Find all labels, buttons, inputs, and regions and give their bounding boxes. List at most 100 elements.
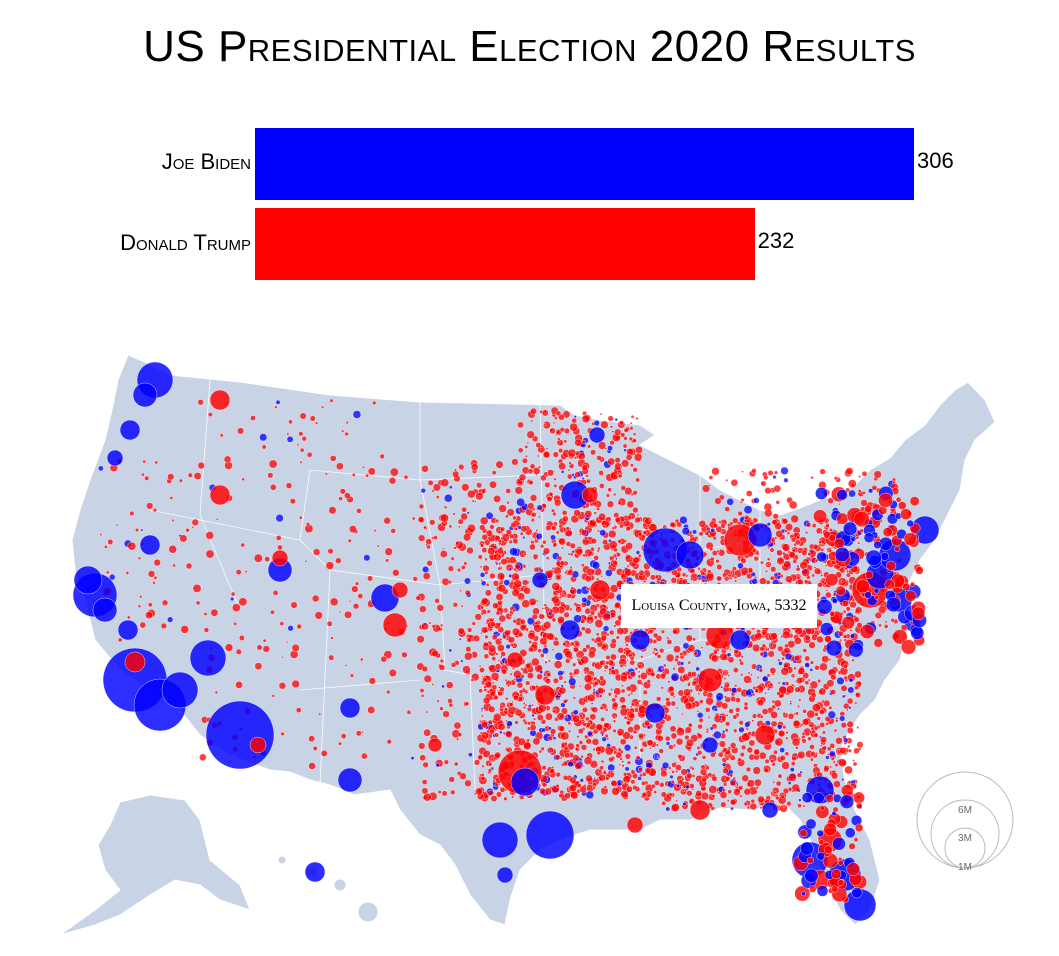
county-bubble[interactable] <box>484 635 488 639</box>
county-bubble[interactable] <box>480 517 488 525</box>
county-bubble[interactable] <box>507 537 510 540</box>
county-bubble[interactable] <box>475 613 482 620</box>
county-bubble[interactable] <box>281 732 285 736</box>
county-bubble[interactable] <box>235 681 242 688</box>
county-bubble[interactable] <box>215 691 218 694</box>
county-bubble[interactable] <box>701 571 705 575</box>
county-bubble[interactable] <box>599 660 604 665</box>
county-bubble[interactable] <box>607 501 614 508</box>
county-bubble[interactable] <box>847 721 854 728</box>
county-bubble[interactable] <box>682 527 690 535</box>
county-bubble[interactable] <box>506 644 511 649</box>
county-bubble[interactable] <box>633 433 636 436</box>
county-bubble[interactable] <box>422 666 428 672</box>
county-bubble[interactable] <box>467 628 472 633</box>
county-bubble[interactable] <box>582 440 586 444</box>
county-bubble[interactable] <box>857 542 859 544</box>
county-bubble[interactable] <box>698 693 700 695</box>
county-bubble[interactable] <box>361 753 367 759</box>
county-bubble[interactable] <box>529 544 535 550</box>
county-bubble[interactable] <box>100 533 102 535</box>
county-bubble[interactable] <box>613 560 618 565</box>
county-bubble[interactable] <box>709 547 713 551</box>
county-bubble[interactable] <box>686 739 694 747</box>
county-bubble[interactable] <box>569 462 572 465</box>
county-bubble[interactable] <box>594 420 600 426</box>
county-bubble[interactable] <box>309 736 315 742</box>
county-bubble[interactable] <box>668 686 674 692</box>
county-bubble[interactable] <box>577 784 581 788</box>
county-bubble[interactable] <box>360 658 363 661</box>
county-bubble[interactable] <box>686 635 693 642</box>
county-bubble[interactable] <box>626 721 630 725</box>
county-bubble[interactable] <box>800 561 808 569</box>
county-bubble[interactable] <box>631 703 635 707</box>
county-bubble[interactable] <box>565 715 568 718</box>
county-bubble[interactable] <box>522 481 524 483</box>
county-bubble[interactable] <box>661 792 667 798</box>
county-bubble[interactable] <box>488 790 494 796</box>
county-bubble[interactable] <box>516 498 524 506</box>
county-bubble[interactable] <box>650 672 655 677</box>
county-bubble[interactable] <box>635 478 639 482</box>
county-bubble[interactable] <box>849 678 853 682</box>
county-bubble[interactable] <box>531 658 539 666</box>
county-bubble[interactable] <box>588 694 596 702</box>
county-bubble[interactable] <box>725 671 727 673</box>
county-bubble[interactable] <box>262 445 266 449</box>
county-bubble[interactable] <box>546 557 549 560</box>
county-bubble[interactable] <box>493 580 499 586</box>
county-bubble[interactable] <box>225 644 233 652</box>
county-bubble[interactable] <box>546 525 552 531</box>
county-bubble[interactable] <box>788 713 794 719</box>
county-bubble[interactable] <box>480 566 482 568</box>
county-bubble[interactable] <box>831 689 836 694</box>
county-bubble[interactable] <box>627 501 634 508</box>
county-bubble[interactable] <box>721 686 723 688</box>
county-bubble[interactable] <box>344 493 350 499</box>
county-bubble[interactable] <box>279 682 286 689</box>
county-bubble[interactable] <box>726 757 729 760</box>
county-bubble[interactable] <box>783 712 786 715</box>
county-bubble[interactable] <box>498 539 502 543</box>
county-bubble[interactable] <box>560 561 565 566</box>
county-bubble[interactable] <box>510 673 513 676</box>
county-bubble[interactable] <box>565 595 568 598</box>
county-bubble[interactable] <box>771 633 778 640</box>
county-bubble[interactable] <box>349 600 351 602</box>
county-bubble[interactable] <box>559 687 566 694</box>
county-bubble[interactable] <box>645 703 665 723</box>
county-bubble[interactable] <box>250 737 266 753</box>
county-bubble[interactable] <box>539 670 543 674</box>
county-bubble[interactable] <box>564 681 567 684</box>
county-bubble[interactable] <box>833 781 840 788</box>
county-bubble[interactable] <box>765 570 768 573</box>
county-bubble[interactable] <box>666 637 669 640</box>
county-bubble[interactable] <box>706 731 709 734</box>
county-bubble[interactable] <box>623 776 631 784</box>
county-bubble[interactable] <box>517 422 523 428</box>
county-bubble[interactable] <box>810 681 818 689</box>
county-bubble[interactable] <box>792 756 797 761</box>
county-bubble[interactable] <box>107 450 123 466</box>
county-bubble[interactable] <box>719 741 726 748</box>
county-bubble[interactable] <box>423 572 430 579</box>
county-bubble[interactable] <box>447 698 452 703</box>
county-bubble[interactable] <box>416 596 421 601</box>
county-bubble[interactable] <box>230 597 234 601</box>
county-bubble[interactable] <box>491 795 497 801</box>
county-bubble[interactable] <box>270 484 276 490</box>
county-bubble[interactable] <box>640 672 647 679</box>
county-bubble[interactable] <box>770 644 773 647</box>
county-bubble[interactable] <box>593 729 598 734</box>
county-bubble[interactable] <box>799 799 802 802</box>
county-bubble[interactable] <box>706 697 714 705</box>
county-bubble[interactable] <box>475 788 482 795</box>
county-bubble[interactable] <box>819 709 824 714</box>
county-bubble[interactable] <box>819 663 827 671</box>
county-bubble[interactable] <box>585 628 591 634</box>
county-bubble[interactable] <box>471 464 478 471</box>
county-bubble[interactable] <box>878 624 881 627</box>
county-bubble[interactable] <box>645 768 651 774</box>
county-bubble[interactable] <box>604 665 609 670</box>
